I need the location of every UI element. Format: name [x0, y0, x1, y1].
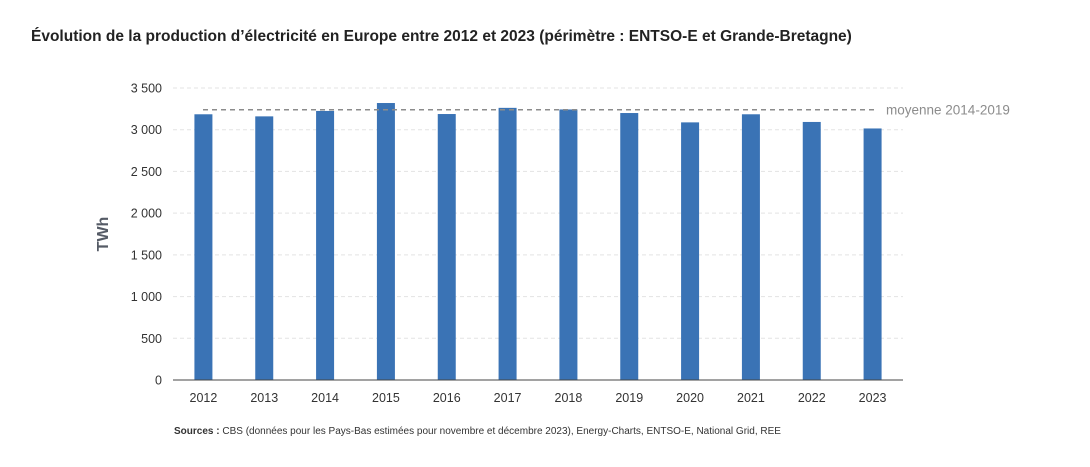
bar — [681, 122, 700, 381]
bar — [437, 114, 456, 380]
bar — [255, 116, 274, 380]
y-tick-label: 2 000 — [131, 207, 162, 221]
bar — [802, 121, 821, 380]
y-tick-labels: 0 500 1 000 1 500 2 000 2 500 3 000 3 500 — [131, 82, 162, 388]
bar — [741, 114, 760, 380]
x-tick-label: 2022 — [798, 391, 826, 405]
sources-label: Sources : — [174, 426, 220, 437]
x-tick-label: 2016 — [433, 391, 461, 405]
sources-text: CBS (données pour les Pays-Bas estimées … — [219, 426, 781, 437]
bar — [559, 109, 578, 381]
bar — [316, 110, 335, 380]
bars — [194, 103, 882, 381]
y-tick-label: 1 500 — [131, 248, 162, 262]
y-axis-label: TWh — [95, 217, 112, 252]
bar — [376, 103, 395, 380]
x-tick-label: 2023 — [859, 391, 887, 405]
x-tick-label: 2019 — [615, 391, 643, 405]
y-tick-label: 2 500 — [131, 165, 162, 179]
bar — [863, 128, 882, 380]
gridlines — [173, 87, 903, 339]
x-tick-label: 2018 — [555, 391, 583, 405]
sources-note: Sources : CBS (données pour les Pays-Bas… — [174, 426, 781, 437]
x-tick-label: 2013 — [250, 391, 278, 405]
bar — [194, 114, 213, 380]
reference-line-label: moyenne 2014-2019 — [886, 103, 1010, 118]
bar — [498, 107, 517, 380]
x-tick-label: 2021 — [737, 391, 765, 405]
y-tick-label: 3 500 — [131, 82, 162, 96]
x-tick-label: 2012 — [190, 391, 218, 405]
chart-title: Évolution de la production d’électricité… — [31, 28, 852, 45]
y-tick-label: 0 — [155, 374, 162, 388]
x-tick-label: 2017 — [494, 391, 522, 405]
x-tick-label: 2015 — [372, 391, 400, 405]
x-tick-label: 2014 — [311, 391, 339, 405]
y-tick-label: 1 000 — [131, 290, 162, 304]
x-tick-labels: 2012 2013 2014 2015 2016 2017 2018 2019 2020 2021… — [190, 391, 887, 405]
x-tick-label: 2020 — [676, 391, 704, 405]
y-tick-label: 500 — [141, 332, 162, 346]
bar — [620, 113, 639, 381]
y-tick-label: 3 000 — [131, 123, 162, 137]
